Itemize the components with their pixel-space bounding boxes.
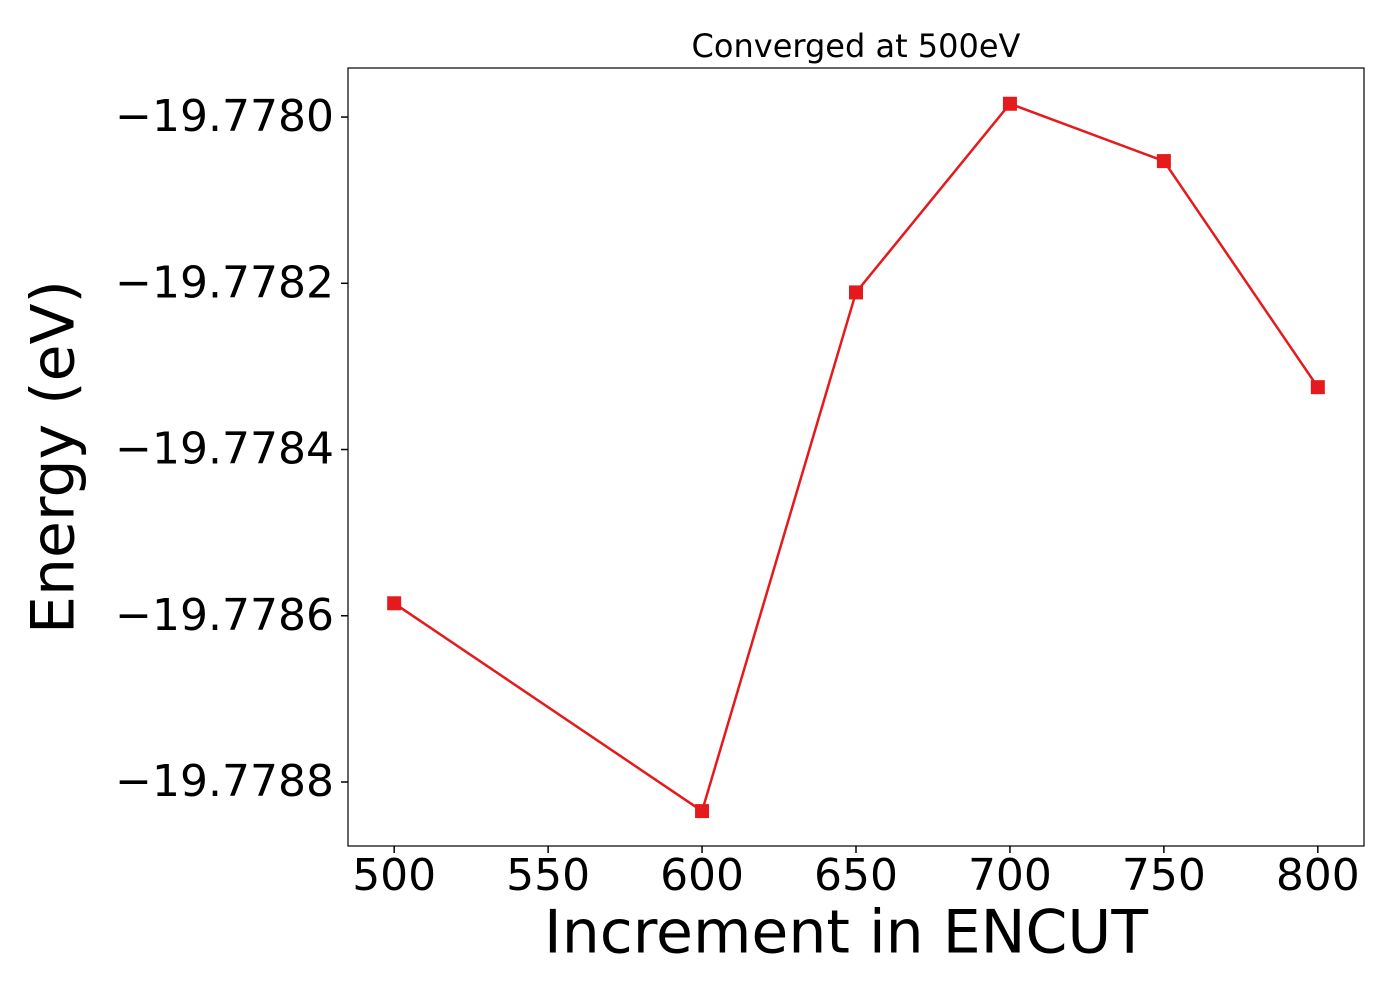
y-axis-label: Energy (eV)	[19, 280, 89, 634]
data-point	[1002, 96, 1017, 111]
data-point	[849, 285, 863, 300]
y-tick-label: −19.7782	[115, 257, 334, 308]
x-tick-label: 600	[660, 850, 744, 901]
x-tick-label: 550	[506, 850, 590, 901]
data-point	[1156, 154, 1171, 169]
x-axis-label: Increment in ENCUT	[544, 898, 1148, 968]
y-tick-label: −19.7788	[115, 756, 334, 807]
x-tick-label: 700	[968, 850, 1052, 901]
data-point	[695, 804, 710, 819]
chart-title: Converged at 500eV	[692, 27, 1021, 65]
x-tick-label: 750	[1122, 850, 1206, 901]
data-line	[393, 102, 1319, 814]
plot-frame	[347, 67, 1365, 847]
data-point	[1310, 380, 1325, 395]
x-tick-label: 650	[814, 850, 898, 901]
y-tick-label: −19.7786	[115, 590, 334, 641]
x-tick-label: 500	[352, 850, 436, 901]
data-point	[387, 596, 402, 611]
y-tick-label: −19.7784	[115, 424, 334, 475]
x-tick-label: 800	[1276, 850, 1360, 901]
y-tick-label: −19.7780	[115, 91, 334, 142]
